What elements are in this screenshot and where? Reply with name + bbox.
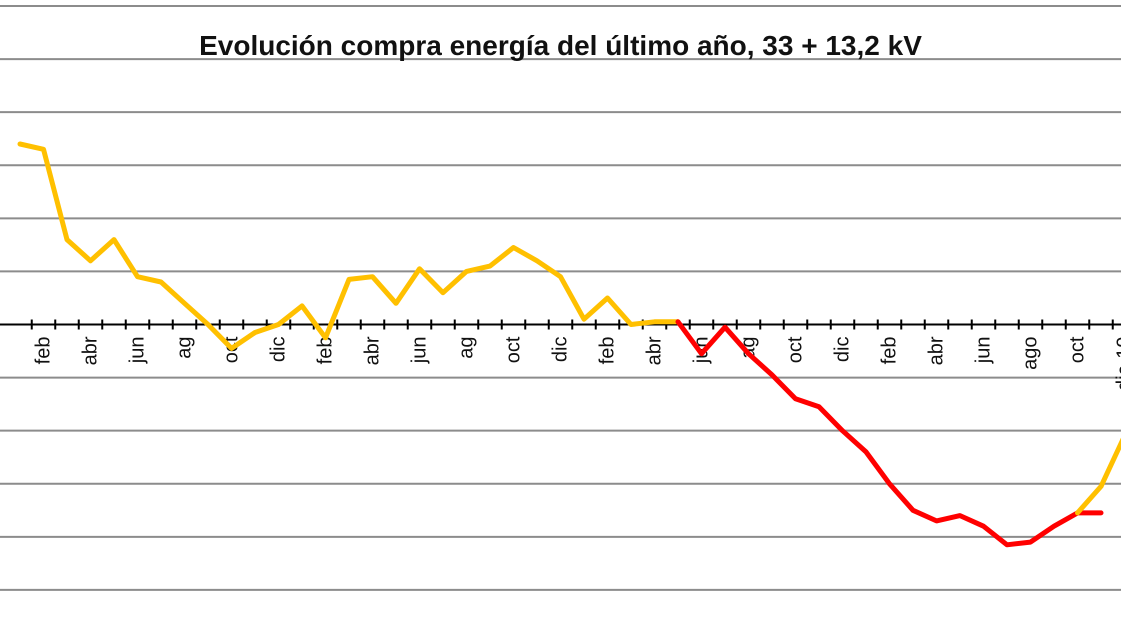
x-tick-label: oct <box>785 336 807 363</box>
x-tick-label: jun <box>127 337 149 365</box>
series-line-1 <box>17 141 681 351</box>
x-tick-label: dic <box>268 337 290 363</box>
x-tick-label: dic <box>832 337 854 363</box>
x-tick-label: jun <box>973 337 995 365</box>
x-tick-label: ag <box>456 337 478 359</box>
x-tick-label: feb <box>597 337 619 365</box>
x-tick-label: feb <box>33 337 55 365</box>
x-tick-label: dic <box>550 337 572 363</box>
x-tick-label: feb <box>879 337 901 365</box>
x-tick-label: dic-19 <box>1114 337 1121 391</box>
x-tick-label: feb <box>315 337 337 365</box>
x-tick-label: ago <box>1020 337 1042 370</box>
x-tick-label: jun <box>409 337 431 365</box>
x-tick-label: ag <box>174 337 196 359</box>
x-tick-label: oct <box>503 336 525 363</box>
x-tick-label: abr <box>362 336 384 365</box>
x-tick-label: abr <box>644 336 666 365</box>
x-tick-label: ag <box>738 337 760 359</box>
x-tick-label: abr <box>80 336 102 365</box>
x-tick-label: oct <box>1067 336 1089 363</box>
x-tick-label: abr <box>926 336 948 365</box>
series-line-2 <box>675 319 1104 548</box>
series-line-3 <box>1075 437 1121 516</box>
chart-title: Evolución compra energía del último año,… <box>199 30 922 61</box>
